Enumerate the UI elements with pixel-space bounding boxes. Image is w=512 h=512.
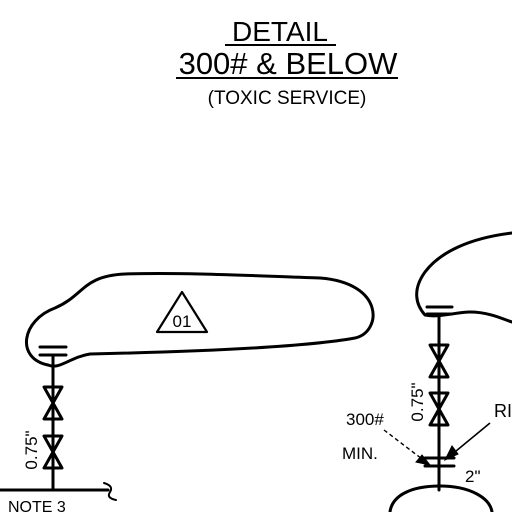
note-reference-left: NOTE 3 bbox=[8, 499, 66, 512]
break-symbol-left bbox=[103, 482, 117, 501]
title-rating: 300# & BELOW bbox=[179, 46, 399, 81]
size-label: 2" bbox=[465, 467, 481, 486]
callout-leader-arrow bbox=[443, 445, 459, 462]
valve-left-lower-icon bbox=[42, 434, 64, 470]
left-detail: 01 0.75" NOTE 3 bbox=[0, 271, 375, 512]
dimension-right: 0.75" bbox=[408, 382, 427, 421]
rating-leader-arrow bbox=[415, 454, 432, 466]
rating-label: 300# bbox=[346, 410, 384, 429]
vessel-lower-right bbox=[388, 484, 494, 512]
title-block: DETAIL 300# & BELOW (TOXIC SERVICE) bbox=[176, 16, 398, 109]
valve-right-lower-icon bbox=[428, 391, 450, 427]
rating-sublabel: MIN. bbox=[342, 444, 378, 463]
callout-text-partial: RI bbox=[494, 401, 512, 421]
callout-leader-line bbox=[449, 422, 491, 457]
instrument-tag-number: 01 bbox=[173, 312, 192, 331]
title-detail: DETAIL bbox=[232, 16, 328, 47]
title-service: (TOXIC SERVICE) bbox=[208, 88, 367, 109]
instrument-tag-triangle bbox=[155, 290, 209, 334]
rating-leader-line bbox=[383, 429, 427, 463]
vessel-outline-right bbox=[415, 231, 512, 324]
right-detail: 0.75" 300# MIN. RI 2" bbox=[342, 231, 512, 512]
valve-right-upper-icon bbox=[428, 343, 450, 379]
vessel-outline-left bbox=[24, 271, 375, 368]
dimension-left: 0.75" bbox=[22, 430, 41, 469]
valve-left-upper-icon bbox=[42, 385, 64, 421]
